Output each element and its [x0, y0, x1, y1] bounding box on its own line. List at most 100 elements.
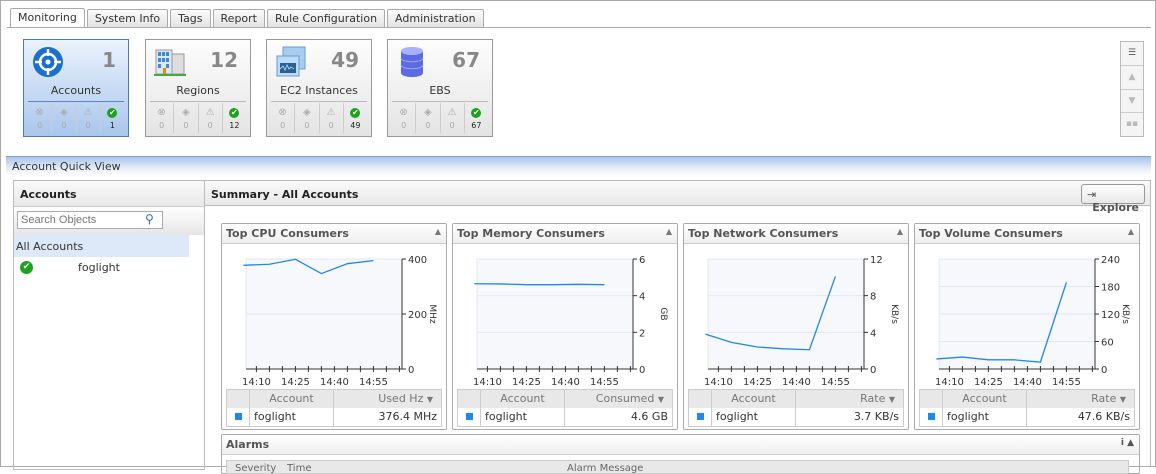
critical-icon: ⊗: [28, 107, 51, 121]
all-accounts-item[interactable]: All Accounts: [14, 235, 189, 257]
tile-regions[interactable]: 12 Regions ⊗0◈0⚠0✔12: [145, 39, 251, 137]
tab-report[interactable]: Report: [213, 9, 265, 28]
x-tick-label: 14:10: [473, 377, 502, 388]
column-account[interactable]: Account: [250, 390, 334, 408]
collapse-icon[interactable]: ▲: [435, 227, 441, 236]
tile-toolbar: ☰ ▲ ▼ ▪▪: [1120, 41, 1144, 137]
tile-stat[interactable]: ⚠0: [76, 103, 100, 133]
explore-button[interactable]: ⇥Explore: [1081, 184, 1145, 204]
tab-rule-configuration[interactable]: Rule Configuration: [267, 9, 385, 28]
collapse-icon[interactable]: ▲: [1127, 438, 1134, 448]
collapse-icon[interactable]: ▲: [666, 227, 672, 236]
collapse-icon[interactable]: ▪▪: [1121, 112, 1143, 136]
stat-count: 67: [471, 121, 481, 130]
stat-count: 0: [61, 121, 66, 130]
tab-monitoring[interactable]: Monitoring: [10, 8, 85, 28]
column-value[interactable]: Used Hz ▼: [334, 390, 441, 408]
tile-ec2-instances[interactable]: 49 EC2 Instances ⊗0◈0⚠0✔49: [266, 39, 372, 137]
tile-stat[interactable]: ⊗0: [392, 103, 415, 133]
search-input[interactable]: [17, 211, 163, 229]
warning-icon: ⚠: [441, 107, 464, 121]
stat-count: 0: [304, 121, 309, 130]
y-tick-label: 180: [1101, 283, 1120, 294]
x-tick-label: 14:40: [782, 377, 811, 388]
tile-stat[interactable]: ◈0: [51, 103, 75, 133]
x-tick-label: 14:25: [512, 377, 541, 388]
x-tick-label: 14:55: [821, 377, 850, 388]
column-account[interactable]: Account: [943, 390, 1027, 408]
list-options-icon[interactable]: ☰: [1121, 42, 1143, 65]
y-tick-label: 240: [1101, 255, 1120, 266]
info-icon[interactable]: i: [1121, 438, 1124, 448]
column-value-label: Rate: [1091, 392, 1116, 405]
stat-count: 0: [37, 121, 42, 130]
sort-desc-icon: ▼: [427, 395, 433, 404]
ok-icon: ✔: [350, 108, 360, 118]
sort-desc-icon: ▼: [889, 395, 895, 404]
column-value[interactable]: Rate ▼: [796, 390, 903, 408]
tile-stat[interactable]: ✔67: [464, 103, 488, 133]
move-down-icon[interactable]: ▼: [1121, 89, 1143, 113]
move-up-icon[interactable]: ▲: [1121, 65, 1143, 89]
search-icon[interactable]: ⚲: [145, 212, 154, 226]
column-value[interactable]: Consumed ▼: [565, 390, 672, 408]
tab-system-info[interactable]: System Info: [87, 9, 168, 28]
alarms-panel: Alarms i ▲ Severity Time Alarm Message: [221, 434, 1140, 474]
tile-stat[interactable]: ✔1: [100, 103, 124, 133]
column-time[interactable]: Time: [287, 463, 311, 474]
tile-stat[interactable]: ◈0: [173, 103, 197, 133]
x-tick-label: 14:25: [743, 377, 772, 388]
tile-ebs[interactable]: 67 EBS ⊗0◈0⚠0✔67: [387, 39, 493, 137]
tile-stat[interactable]: ◈0: [415, 103, 439, 133]
x-tick-label: 14:25: [281, 377, 310, 388]
warning-diamond-icon: ◈: [174, 107, 197, 121]
stat-count: 0: [86, 121, 91, 130]
x-tick-label: 14:25: [974, 377, 1003, 388]
y-tick-label: 0: [1101, 365, 1107, 376]
tab-tags[interactable]: Tags: [170, 9, 210, 28]
column-severity[interactable]: Severity: [235, 463, 276, 474]
column-value[interactable]: Rate ▼: [1027, 390, 1134, 408]
tile-stat[interactable]: ✔12: [222, 103, 246, 133]
stat-count: 1: [110, 121, 115, 130]
tile-count: 12: [210, 48, 238, 72]
tile-stat[interactable]: ⊗0: [271, 103, 294, 133]
column-alarm-message[interactable]: Alarm Message: [567, 463, 643, 474]
tile-stat[interactable]: ⚠0: [319, 103, 343, 133]
collapse-icon[interactable]: ▲: [1128, 227, 1134, 236]
sort-desc-icon: ▼: [658, 395, 664, 404]
column-account[interactable]: Account: [481, 390, 565, 408]
collapse-icon[interactable]: ▲: [897, 227, 903, 236]
critical-icon: ⊗: [150, 107, 173, 121]
critical-icon: ⊗: [271, 107, 294, 121]
tile-stat[interactable]: ⊗0: [150, 103, 173, 133]
summary-header: Summary - All Accounts ⇥Explore: [205, 180, 1151, 206]
y-tick-label: 0: [408, 365, 414, 376]
tile-stat[interactable]: ◈0: [294, 103, 318, 133]
tile-stat[interactable]: ✔49: [343, 103, 367, 133]
tile-stat[interactable]: ⊗0: [28, 103, 51, 133]
column-value-label: Rate: [860, 392, 885, 405]
y-tick-label: 8: [870, 292, 876, 303]
tile-label: Regions: [146, 84, 250, 97]
y-tick-label: 2: [639, 328, 645, 339]
column-account[interactable]: Account: [712, 390, 796, 408]
tile-accounts[interactable]: 1 Accounts ⊗0◈0⚠0✔1: [23, 39, 129, 137]
tile-stat[interactable]: ⚠0: [440, 103, 464, 133]
panel-title: Top Network Consumers: [688, 227, 838, 240]
stat-count: 0: [159, 121, 164, 130]
y-tick-label: 12: [870, 255, 883, 266]
tile-stat[interactable]: ⚠0: [198, 103, 222, 133]
tile-label: Accounts: [24, 84, 128, 97]
list-item[interactable]: ✔ foglight: [14, 259, 189, 277]
tab-administration[interactable]: Administration: [387, 9, 484, 28]
series-swatch: [466, 413, 473, 420]
